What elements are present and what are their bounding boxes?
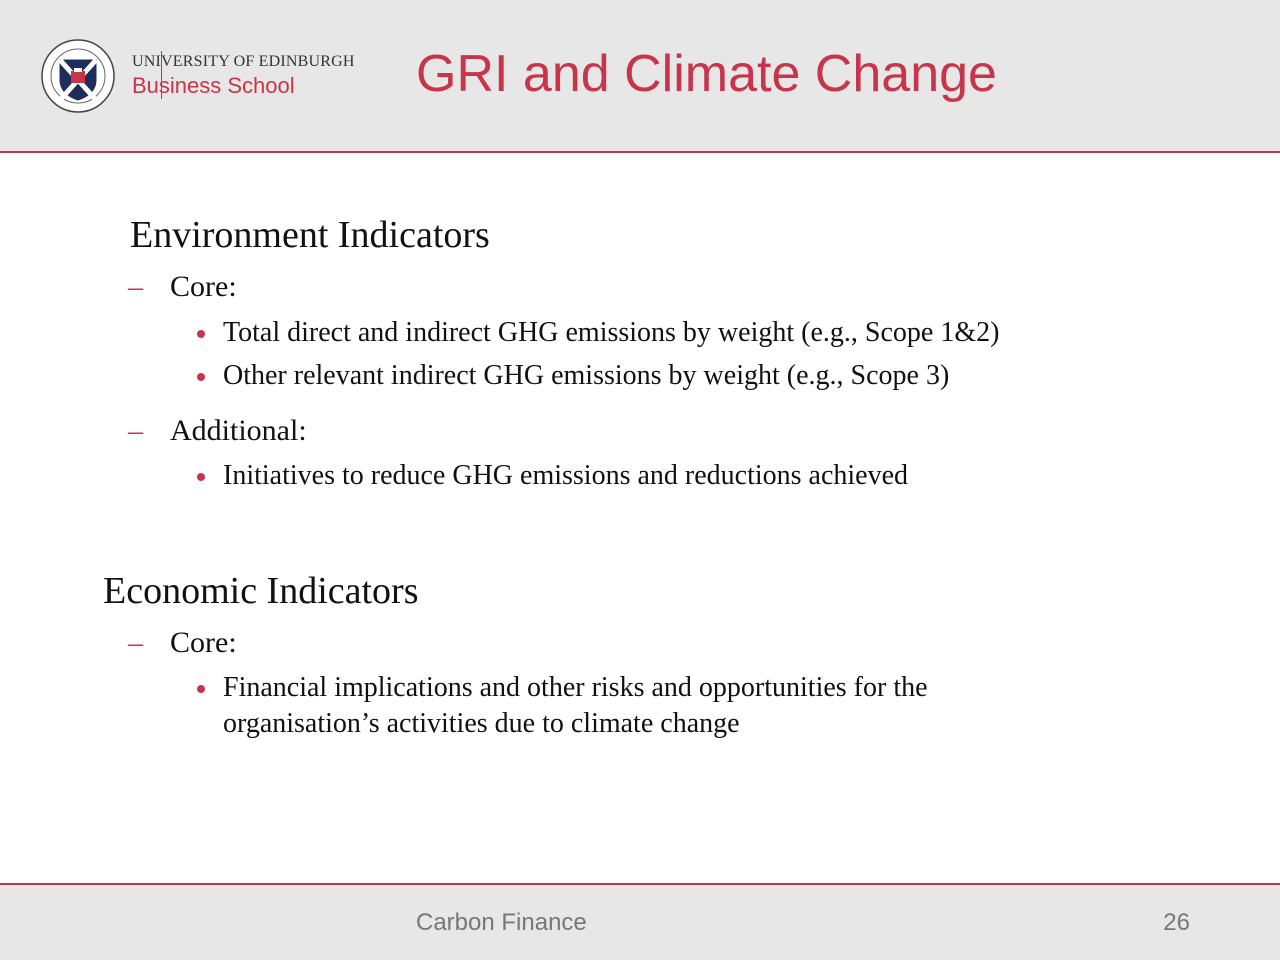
university-name: UNIVERSITY OF EDINBURGH (132, 53, 355, 70)
group-label-text: Core: (170, 270, 237, 303)
group-label-text: Core: (170, 626, 237, 659)
bullet-text: Total direct and indirect GHG emissions … (223, 317, 1000, 348)
university-crest-icon (41, 39, 115, 113)
bullet-text: Financial implications and other risks a… (223, 672, 928, 739)
bullet-item: Initiatives to reduce GHG emissions and … (197, 458, 1123, 494)
bullet-item: Financial implications and other risks a… (197, 670, 1013, 742)
logo-divider (161, 51, 162, 99)
group-label-additional: – Additional: (128, 414, 307, 448)
section-title-environment: Environment Indicators (130, 214, 490, 256)
slide-title: GRI and Climate Change (416, 45, 997, 103)
bullet-text: Other relevant indirect GHG emissions by… (223, 360, 950, 391)
slide-footer: Carbon Finance 26 (0, 883, 1280, 960)
group-label-text: Additional: (170, 414, 307, 447)
section-title-economic: Economic Indicators (103, 570, 419, 612)
bullet-dot (197, 473, 205, 481)
group-label-core: – Core: (128, 270, 237, 304)
bullet-dot (197, 373, 205, 381)
dash-marker: – (128, 414, 143, 447)
dash-marker: – (128, 270, 143, 303)
bullet-dot (197, 685, 205, 693)
bullet-item: Other relevant indirect GHG emissions by… (197, 358, 1123, 394)
slide-body: Environment Indicators – Core: Total dir… (0, 153, 1280, 883)
bullet-item: Total direct and indirect GHG emissions … (197, 315, 1123, 351)
dash-marker: – (128, 626, 143, 659)
bullet-dot (197, 330, 205, 338)
group-label-core: – Core: (128, 626, 237, 660)
footer-course-name: Carbon Finance (416, 909, 587, 936)
bullet-text: Initiatives to reduce GHG emissions and … (223, 460, 909, 491)
university-logo: UNIVERSITY OF EDINBURGH Business School (40, 38, 370, 114)
page-number: 26 (1163, 909, 1190, 936)
slide-header: UNIVERSITY OF EDINBURGH Business School … (0, 0, 1280, 153)
school-name: Business School (132, 73, 295, 98)
